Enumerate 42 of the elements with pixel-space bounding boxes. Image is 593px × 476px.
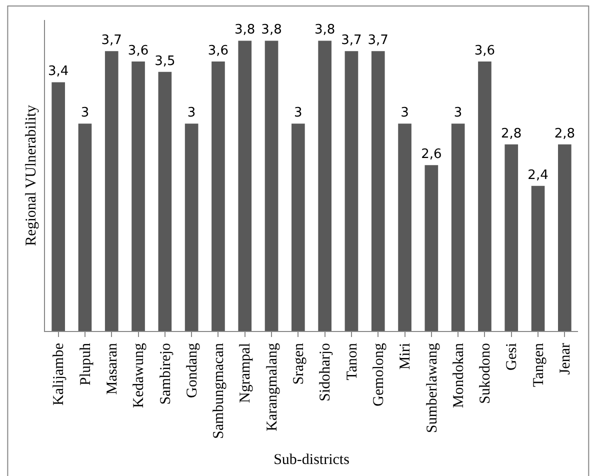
data-label: 3,6 xyxy=(208,43,229,58)
data-label: 3,8 xyxy=(261,22,282,38)
data-label: 3,6 xyxy=(128,43,149,58)
x-tick-label: Kalijambe xyxy=(51,342,68,406)
data-label: 3 xyxy=(400,106,409,121)
data-label: 3 xyxy=(80,106,90,121)
x-tick-label: Karangmalang xyxy=(264,342,280,432)
data-label: 2,8 xyxy=(501,126,522,142)
x-tick-label: Kedawung xyxy=(131,342,148,408)
data-label: 3 xyxy=(454,106,462,121)
x-tick-label: Sambungmacan xyxy=(211,342,228,439)
x-tick-label: Sumberlawang xyxy=(424,342,440,433)
x-tick-label: Gesi xyxy=(504,343,520,370)
x-tick-label: Sambirejo xyxy=(158,343,174,405)
data-label: 3,6 xyxy=(474,43,496,58)
x-tick-label: Ngrampal xyxy=(238,343,254,403)
data-label: 3,5 xyxy=(154,54,176,69)
x-tick-label: Sragen xyxy=(291,342,308,385)
x-tick-label: Jenar xyxy=(558,343,574,375)
x-tick-label: Mondokan xyxy=(450,342,467,408)
x-tick-label: Tangen xyxy=(530,342,547,387)
data-label: 2,4 xyxy=(528,168,548,183)
x-tick-label: Sukodono xyxy=(478,343,494,404)
x-tick-label: Masaran xyxy=(104,342,121,395)
data-label: 2,8 xyxy=(554,126,576,142)
x-tick-label: Gondang xyxy=(184,342,200,398)
x-tick-label: Gemolong xyxy=(370,342,387,406)
x-tick-label: Plupuh xyxy=(78,342,94,386)
data-label: 3,8 xyxy=(314,22,336,38)
data-label: 3 xyxy=(294,106,302,121)
data-label: 3,7 xyxy=(101,33,122,48)
data-label: 3,8 xyxy=(234,22,256,38)
y-axis-title: Regional VUlnerability xyxy=(23,104,40,246)
data-label: 3,7 xyxy=(341,33,362,48)
x-tick-label: Sidoharjo xyxy=(318,343,334,402)
data-label: 3 xyxy=(187,106,196,121)
x-axis-title: Sub-districts xyxy=(274,452,350,468)
data-label: 3,7 xyxy=(368,33,388,48)
data-label: 2,6 xyxy=(421,147,442,162)
x-tick-label: Miri xyxy=(398,343,414,370)
data-label: 3,4 xyxy=(48,64,69,80)
x-tick-label: Tanon xyxy=(344,342,360,380)
